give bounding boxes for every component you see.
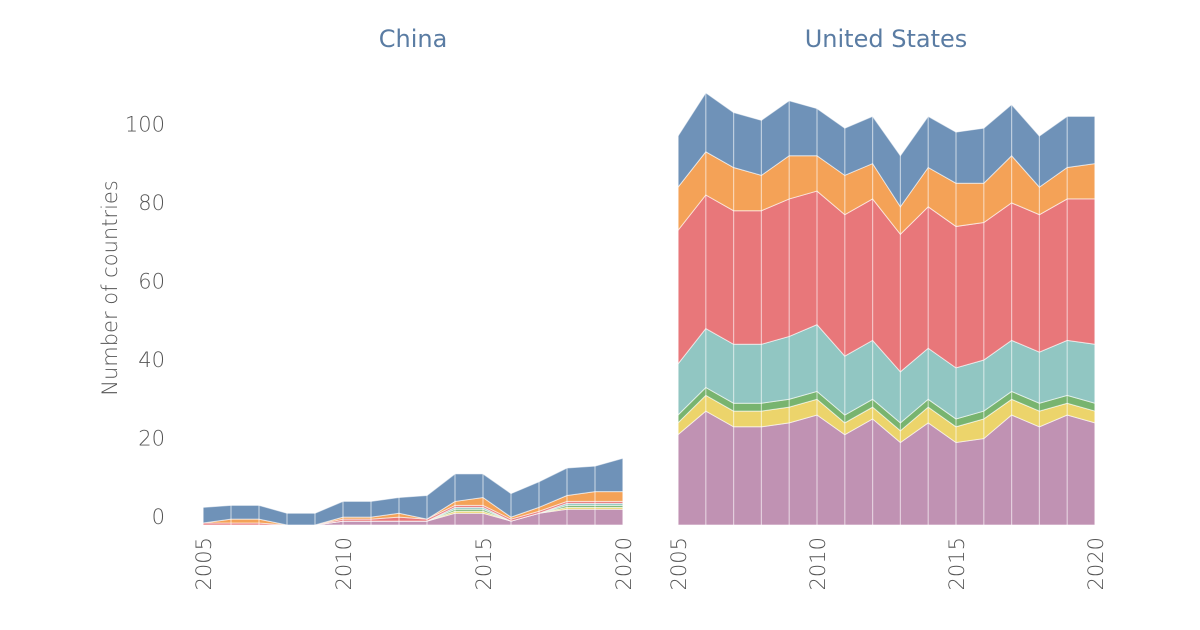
x-tick-label: 2020 [1084,537,1108,590]
y-axis-title: Number of countries [98,180,122,396]
x-tick-label: 2015 [472,537,496,590]
y-tick-label: 100 [125,112,165,136]
panel-united-states [677,60,1096,526]
panel-china [202,60,624,526]
x-tick-label: 2005 [667,537,691,590]
panel-title-united-states: United States [805,25,968,53]
y-tick-label: 20 [138,427,165,451]
area-layer-5 [677,190,1096,373]
x-axis-ticks: 2005 2010 2015 2020 2005 2010 2015 2020 [192,537,1108,590]
panel-title-china: China [379,25,448,53]
y-tick-label: 80 [138,191,165,215]
x-tick-label: 2020 [612,537,636,590]
x-tick-label: 2010 [806,537,830,590]
y-tick-label: 40 [138,348,165,372]
x-tick-label: 2015 [945,537,969,590]
x-tick-label: 2005 [192,537,216,590]
y-tick-label: 0 [152,505,165,529]
y-tick-label: 60 [138,269,165,293]
y-axis-ticks: 0 20 40 60 80 100 [125,112,165,529]
x-tick-label: 2010 [332,537,356,590]
